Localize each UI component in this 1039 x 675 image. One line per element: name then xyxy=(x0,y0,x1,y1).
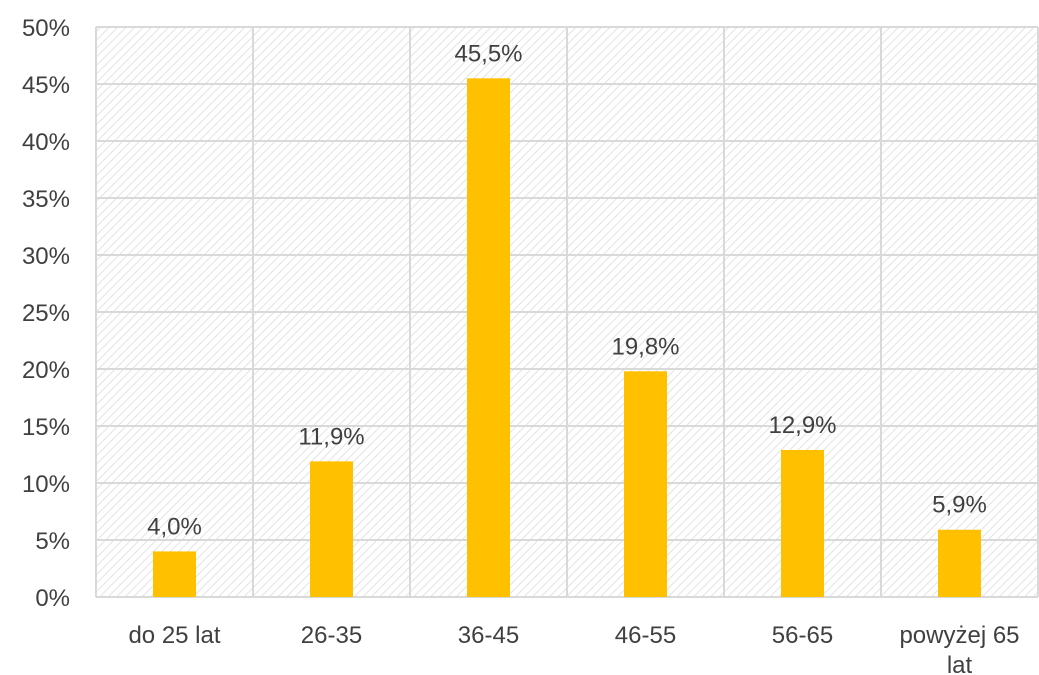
data-label: 19,8% xyxy=(611,333,679,360)
y-tick-label: 25% xyxy=(22,300,70,327)
y-tick-label: 0% xyxy=(35,585,70,612)
data-label: 4,0% xyxy=(147,513,202,540)
bar xyxy=(153,551,196,597)
data-label: 45,5% xyxy=(454,40,522,67)
y-tick-label: 40% xyxy=(22,129,70,156)
x-axis: do 25 lat 26-35 36-45 46-55 56-65 powyżej 65 l… xyxy=(128,622,1019,675)
x-tick-label: 26-35 xyxy=(301,622,362,649)
data-label: 5,9% xyxy=(932,492,987,519)
data-labels: 4,0% 11,9% 45,5% 19,8% 12,9% 5,9% xyxy=(147,40,987,540)
data-label: 12,9% xyxy=(768,412,836,439)
data-label: 11,9% xyxy=(298,423,364,450)
y-tick-label: 15% xyxy=(22,414,70,441)
y-tick-label: 30% xyxy=(22,243,70,270)
y-tick-label: 20% xyxy=(22,357,70,384)
x-tick-label: 36-45 xyxy=(458,622,519,649)
y-tick-label: 35% xyxy=(22,186,70,213)
bar xyxy=(938,529,981,597)
y-tick-label: 45% xyxy=(22,72,70,99)
y-tick-label: 10% xyxy=(22,471,70,498)
x-tick-label: powyżej 65 lat xyxy=(899,622,1019,675)
y-tick-label: 50% xyxy=(22,15,70,42)
bars xyxy=(153,78,981,598)
y-axis: 0% 5% 10% 15% 20% 25% 30% 35% 40% 45% 50% xyxy=(22,15,70,612)
bar xyxy=(624,371,667,597)
x-tick-label: 46-55 xyxy=(615,622,676,649)
y-tick-label: 5% xyxy=(35,528,70,555)
bar xyxy=(467,78,510,598)
bar xyxy=(781,449,824,597)
x-tick-label: do 25 lat xyxy=(128,622,220,649)
bar xyxy=(310,461,353,597)
x-tick-label: 56-65 xyxy=(772,622,833,649)
gridlines xyxy=(95,26,1039,598)
